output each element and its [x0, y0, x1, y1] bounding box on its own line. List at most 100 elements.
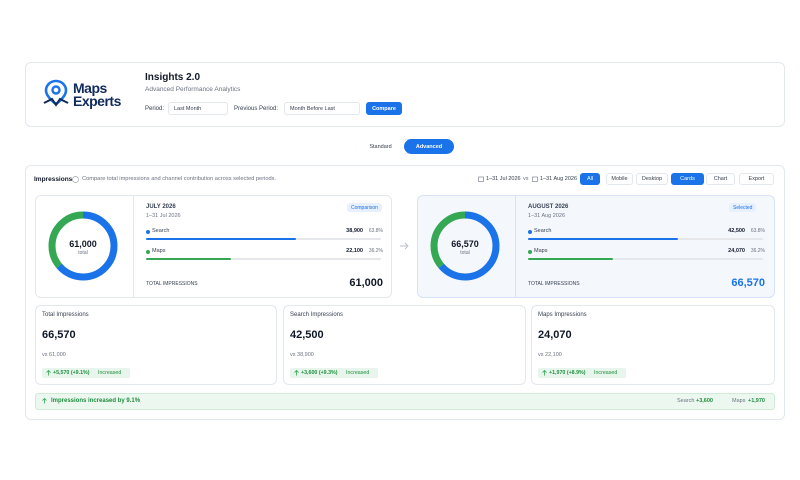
arrow [42, 397, 47, 404]
vs-label: vs [523, 176, 529, 182]
up-arrow [46, 369, 51, 376]
arrow [294, 369, 299, 376]
metric-value: 66,570 [42, 329, 76, 341]
summary-name: Search [677, 398, 695, 404]
metric-change: +5,570 (+9.1%) [53, 370, 90, 376]
bar-track [146, 258, 381, 260]
mode-button[interactable]: Standard [356, 139, 405, 154]
period-badge: Selected [729, 203, 757, 212]
filter-button[interactable]: Desktop [636, 173, 668, 185]
change-pill [42, 368, 130, 378]
channel-name: Search [534, 228, 552, 234]
filter-button[interactable]: All [580, 173, 600, 185]
donut-caption: total [460, 250, 470, 256]
metric-value: 42,500 [290, 329, 324, 341]
view-button[interactable]: Cards [671, 173, 704, 185]
channel-share: 63.8% [750, 228, 765, 234]
calendar-icon [478, 176, 484, 182]
date-range: 1–31 Jul 2026 [486, 176, 521, 182]
channel-dot [528, 249, 532, 254]
previous-select[interactable]: Month Before Last [284, 102, 360, 115]
export-button[interactable]: Export [739, 173, 774, 185]
bar-fill [146, 238, 296, 240]
total-label: TOTAL IMPRESSIONS [146, 281, 198, 287]
logo-icon [43, 79, 69, 107]
metric-title: Search Impressions [290, 312, 344, 318]
change-pill [538, 368, 626, 378]
metric-status: Increased [594, 370, 618, 376]
app-subtitle: Advanced Performance Analytics [145, 86, 241, 93]
arrow [400, 242, 409, 250]
donut-caption: total [78, 250, 88, 256]
channel-value: 24,070 [728, 248, 745, 254]
channel-share: 36.2% [750, 248, 765, 254]
label: Period: [145, 106, 165, 112]
channel-value: 22,100 [346, 248, 363, 254]
donut-segment [48, 211, 118, 281]
channel-value: 38,900 [346, 228, 363, 234]
divider [515, 196, 516, 297]
period-range: 1–31 Jul 2026 [146, 213, 181, 219]
channel-value: 42,500 [728, 228, 745, 234]
period-month: AUGUST 2026 [528, 204, 569, 210]
channel-name: Maps [534, 248, 548, 254]
donut-total: 66,570 [451, 239, 479, 249]
info-circle [72, 176, 79, 183]
metric-title: Maps Impressions [538, 312, 587, 318]
period-month: JULY 2026 [146, 204, 176, 210]
filter-button[interactable]: Mobile [606, 173, 633, 185]
metric-previous: vs 22,100 [538, 352, 562, 358]
compare-button[interactable]: Compare [366, 102, 402, 115]
channel-name: Maps [152, 248, 166, 254]
mode-button[interactable]: Advanced [404, 139, 454, 154]
channel-dot [146, 249, 150, 254]
channel-dot [146, 229, 150, 234]
app-title: Insights 2.0 [145, 72, 201, 83]
info-icon [72, 176, 79, 183]
metric-previous: vs 61,000 [42, 352, 66, 358]
metric-status: Increased [98, 370, 122, 376]
header-card [25, 62, 785, 127]
calendar-icon [532, 176, 538, 182]
logo-text: Experts [73, 93, 121, 109]
divider [133, 196, 134, 297]
period-range: 1–31 Aug 2026 [528, 213, 566, 219]
summary-banner [35, 393, 775, 410]
channel-dot [528, 229, 532, 234]
bar-fill [528, 238, 678, 240]
calendar [532, 176, 538, 182]
channel-share: 63.8% [368, 228, 383, 234]
donut-segment [430, 211, 500, 281]
panel-title: Impressions [34, 176, 73, 183]
period-card [35, 195, 392, 298]
metric-previous: vs 38,900 [290, 352, 314, 358]
view-button[interactable]: Chart [706, 173, 735, 185]
up-arrow [542, 369, 547, 376]
bar-fill [146, 258, 232, 260]
donut-total: 61,000 [69, 239, 97, 249]
period-select[interactable]: Last Month [168, 102, 228, 115]
panel-description: Compare total impressions and channel co… [82, 176, 277, 182]
summary-value: +1,970 [748, 398, 765, 404]
up-arrow [42, 397, 47, 404]
bar-fill [528, 258, 614, 260]
calendar [478, 176, 484, 182]
metric-change: +1,970 (+8.9%) [549, 370, 586, 376]
donut [48, 211, 118, 281]
channel-share: 36.2% [368, 248, 383, 254]
date-range: 1–31 Aug 2026 [540, 176, 578, 182]
summary-value: +3,600 [696, 398, 713, 404]
metric-title: Total Impressions [42, 312, 89, 318]
arrow [46, 369, 51, 376]
donut [430, 211, 500, 281]
logo-dot [51, 85, 61, 95]
total-label: TOTAL IMPRESSIONS [528, 281, 580, 287]
bar-track [528, 258, 763, 260]
channel-name: Search [152, 228, 170, 234]
total-value: 66,570 [731, 277, 765, 289]
metric-value: 24,070 [538, 329, 572, 341]
metric-change: +3,600 (+9.3%) [301, 370, 338, 376]
total-value: 61,000 [349, 277, 383, 289]
label: Previous Period: [234, 106, 279, 112]
